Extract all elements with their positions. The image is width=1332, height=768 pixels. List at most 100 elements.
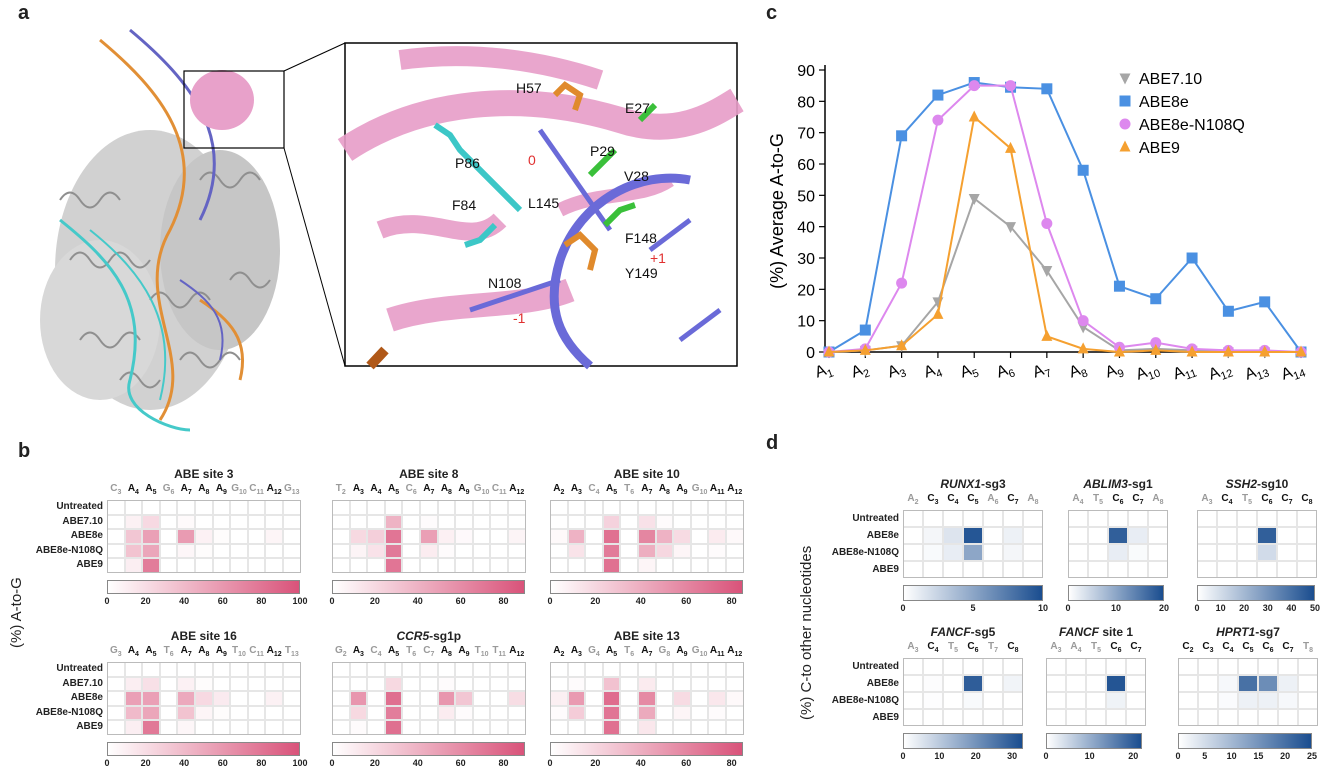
heatmap-title-part: -sg7 [1255, 625, 1280, 639]
sequence-nucleotide: G10 [691, 645, 708, 658]
heatmap-cell [638, 691, 656, 706]
legend-label: ABE8e [1139, 94, 1189, 111]
data-point [1186, 252, 1198, 264]
data-point [1113, 280, 1125, 292]
legend-marker [1119, 140, 1131, 152]
heatmap-cell [673, 543, 691, 558]
heatmap-cell [690, 529, 709, 544]
heatmap-row-label: ABE9 [872, 711, 899, 723]
heatmap-cell [943, 544, 963, 561]
heatmap-cell [265, 705, 283, 720]
data-point [823, 345, 835, 357]
sequence-nucleotide: C6 [1110, 641, 1122, 654]
sequence-nucleotide: G4 [588, 645, 600, 658]
sequence-nucleotide: A7 [641, 483, 653, 496]
heatmap-cell [1198, 692, 1218, 709]
colorbar-tick-label: 10 [1037, 603, 1049, 613]
colorbar [107, 741, 300, 756]
heatmap-cell [708, 514, 726, 529]
data-point [859, 324, 871, 336]
heatmap-title-part: ABE site 3 [174, 467, 234, 481]
heatmap-cell [655, 543, 674, 558]
heatmap-cell [455, 705, 473, 720]
heatmap-cell [602, 529, 621, 544]
sequence-nucleotide: C11 [491, 483, 507, 496]
heatmap-row-label: Untreated [852, 512, 899, 524]
data-point [1077, 164, 1089, 176]
sequence-nucleotide: A5 [145, 645, 157, 658]
data-point [1077, 315, 1089, 327]
heatmap-cell [1257, 544, 1277, 561]
colorbar-tick-label: 60 [455, 757, 466, 768]
colorbar-tick-label: 10 [1226, 751, 1237, 761]
heatmap-row-label: Untreated [56, 663, 103, 675]
sequence-nucleotide: T6 [163, 645, 174, 658]
heatmap-cell [212, 514, 231, 529]
sequence-nucleotide: A9 [676, 645, 688, 658]
colorbar-tick-label: 80 [726, 757, 737, 768]
sequence-nucleotide: C4 [1221, 493, 1233, 506]
heatmap-cell [124, 529, 143, 544]
sequence-nucleotide: A5 [388, 645, 400, 658]
heatmap-cell [177, 514, 195, 529]
heatmap-cell [159, 514, 178, 529]
heatmap-title-part: ABE site 10 [613, 467, 680, 481]
data-point [968, 193, 980, 205]
residue-label: V28 [624, 168, 649, 184]
heatmap-title-part: -sg5 [970, 625, 996, 639]
sequence-nucleotide: A3 [907, 641, 919, 654]
sequence-nucleotide: A4 [127, 645, 139, 658]
y-tick-label: 20 [797, 282, 815, 299]
heatmap-cell [402, 529, 420, 544]
heatmap-cell [159, 543, 178, 558]
data-point [1222, 345, 1234, 357]
heatmap-cell [384, 514, 403, 529]
colorbar-tick-label: 40 [635, 757, 646, 768]
heatmap-cell [247, 676, 266, 691]
heatmap-row-label: ABE7.10 [62, 677, 103, 689]
sequence-nucleotide: A3 [1050, 641, 1062, 654]
heatmap-cell [455, 529, 473, 544]
sequence-nucleotide: A8 [1027, 493, 1039, 506]
sequence-nucleotide: G13 [284, 483, 300, 496]
heatmap-cell [472, 705, 491, 720]
colorbar-tick-label: 0 [900, 751, 906, 761]
heatmap-title-part: site 1 [1098, 625, 1134, 639]
zoom-box [183, 70, 285, 149]
heatmap-cell [455, 543, 473, 558]
data-point [1222, 305, 1234, 317]
heatmap-title-part: FANCF [930, 625, 971, 639]
heatmap-cell [265, 514, 283, 529]
heatmap-cell [142, 529, 160, 544]
heatmap-cell [367, 705, 385, 720]
heatmap-row-label: ABE8e-N108Q [831, 546, 899, 558]
heatmap-frame [550, 662, 744, 735]
sequence-nucleotide: A7 [423, 483, 435, 496]
heatmap-title: ABLIM3-sg1 [1068, 477, 1168, 491]
heatmap-frame [332, 662, 526, 735]
heatmap-cell [690, 705, 709, 720]
sequence-nucleotide: A8 [1152, 493, 1164, 506]
heatmap-cell [472, 529, 491, 544]
line-chart: 0 10 20 30 40 50 60 70 80 90 A1 A2 A3 A4 A5 A6 A7 A8 A9 A10… [770, 63, 1307, 384]
heatmap-cell [384, 529, 403, 544]
heatmap-cell [437, 691, 456, 706]
colorbar-tick-label: 0 [104, 595, 110, 606]
colorbar-tick-label: 0 [1175, 751, 1181, 761]
sequence-nucleotide: C2 [1182, 641, 1194, 654]
heatmap-title-part: -sg1 [1127, 477, 1153, 491]
sequence-nucleotide: A3 [352, 483, 364, 496]
colorbar-tick-label: 40 [412, 595, 423, 606]
heatmap-title-part: HPRT1 [1216, 625, 1256, 639]
data-point [1295, 345, 1307, 357]
colorbar-tick-label: 20 [590, 595, 601, 606]
legend-marker [1119, 95, 1131, 107]
data-point [1041, 83, 1053, 95]
y-tick-label: 70 [797, 126, 815, 143]
colorbar [903, 733, 1023, 749]
colorbar-tick-label: 0 [1194, 603, 1200, 613]
colorbar-tick-label: 60 [455, 595, 466, 606]
heatmap-cell [159, 676, 178, 691]
heatmap-cell [230, 529, 248, 544]
colorbar-tick-label: 40 [179, 595, 190, 606]
